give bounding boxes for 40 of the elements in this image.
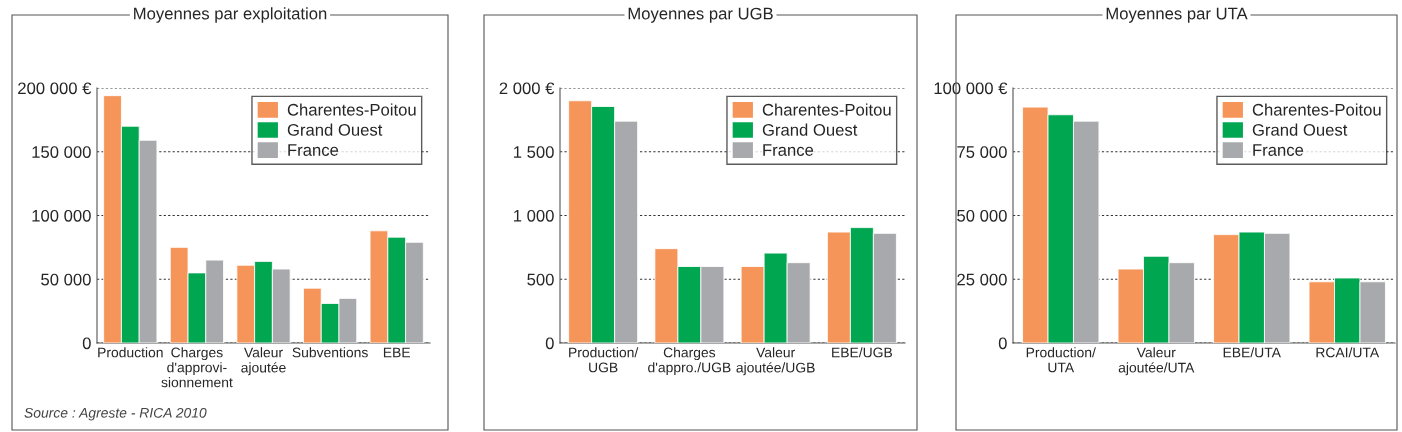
legend-label: France bbox=[763, 144, 814, 156]
legend-label: France bbox=[1253, 144, 1304, 156]
chart-title: Moyennes par UTA bbox=[1106, 7, 1248, 23]
y-tick-label: 500 bbox=[527, 273, 554, 286]
y-tick-label: 0 bbox=[82, 337, 91, 350]
legend-label: Grand Ouest bbox=[1252, 123, 1348, 136]
x-tick-label: Production/ UTA bbox=[1026, 347, 1096, 373]
x-tick-label: Valeur ajoutée/UTA bbox=[1118, 347, 1195, 376]
chart-title: Moyennes par exploitation bbox=[134, 7, 327, 23]
x-tick-label: EBE/UTA bbox=[1223, 347, 1281, 358]
legend-label: Grand Ouest bbox=[762, 123, 858, 136]
y-tick-label: 150 000 bbox=[32, 146, 91, 158]
y-tick-label: 1 000 bbox=[514, 209, 554, 222]
x-tick-label: Valeur ajoutée/UGB bbox=[736, 347, 815, 376]
source-note: Source : Agreste - RICA 2010 bbox=[24, 407, 207, 421]
y-tick-label: 50 000 bbox=[41, 273, 91, 286]
y-tick-label: 100 000 bbox=[32, 209, 91, 222]
y-tick-label: 50 000 bbox=[957, 209, 1007, 222]
chart-title: Moyennes par UGB bbox=[628, 7, 773, 23]
legend-label: Charentes-Poitou bbox=[287, 103, 416, 116]
y-tick-label: 200 000 € bbox=[18, 82, 92, 95]
x-tick-label: Charges d'appro./UGB bbox=[648, 347, 731, 376]
x-tick-label: Production bbox=[98, 347, 163, 358]
x-tick-label: Valeur ajoutée bbox=[241, 347, 286, 376]
y-tick-label: 75 000 bbox=[957, 146, 1007, 158]
legend-label: France bbox=[288, 144, 339, 156]
y-tick-label: 25 000 bbox=[957, 273, 1007, 286]
legend-label: Charentes-Poitou bbox=[1252, 103, 1381, 116]
x-tick-label: RCAI/UTA bbox=[1316, 347, 1380, 358]
y-tick-label: 1 500 bbox=[514, 146, 554, 158]
y-tick-label: 0 bbox=[545, 337, 554, 350]
y-tick-label: 100 000 € bbox=[934, 82, 1008, 95]
legend-label: Grand Ouest bbox=[287, 123, 383, 136]
y-tick-label: 0 bbox=[998, 337, 1007, 350]
x-tick-label: EBE/UGB bbox=[832, 347, 893, 358]
x-tick-label: EBE bbox=[383, 347, 410, 358]
x-tick-label: Production/ UGB bbox=[569, 347, 639, 373]
y-tick-label: 2 000 € bbox=[499, 82, 555, 95]
legend-label: Charentes-Poitou bbox=[762, 103, 891, 116]
x-tick-label: Subventions bbox=[292, 347, 368, 358]
